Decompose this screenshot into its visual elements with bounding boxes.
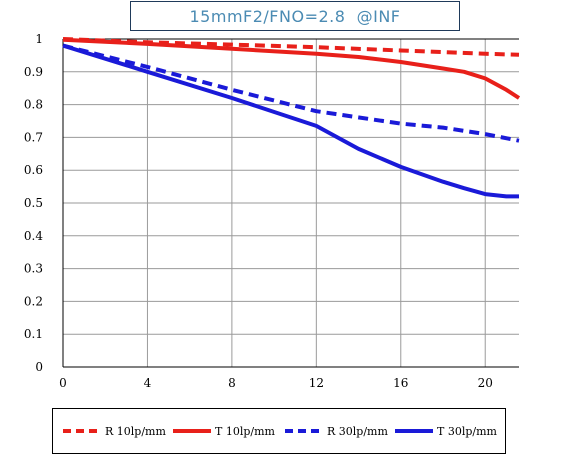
legend-label: T 10lp/mm xyxy=(215,424,275,438)
y-tick-label: 0 xyxy=(35,360,43,374)
series-line-2 xyxy=(62,37,521,100)
legend-swatch xyxy=(173,429,211,433)
legend-label: T 30lp/mm xyxy=(437,424,497,438)
y-tick-label: 0.8 xyxy=(24,98,43,112)
y-tick-label: 0.4 xyxy=(24,229,43,243)
legend-item: T 10lp/mm xyxy=(173,422,275,440)
y-tick-label: 0.3 xyxy=(24,262,43,276)
legend-swatch xyxy=(395,429,433,433)
legend-item: R 10lp/mm xyxy=(63,422,166,440)
chart-title-box: 15mmF2/FNO=2.8 @INF xyxy=(130,1,460,31)
chart-title: 15mmF2/FNO=2.8 @INF xyxy=(189,6,401,26)
x-tick-label: 16 xyxy=(393,376,408,390)
x-tick-label: 20 xyxy=(478,376,493,390)
x-tick-label: 4 xyxy=(144,376,152,390)
y-tick-label: 1 xyxy=(35,32,43,46)
legend: R 10lp/mm T 10lp/mm R 30lp/mm T 30lp/mm xyxy=(52,408,506,454)
legend-item: R 30lp/mm xyxy=(285,422,388,440)
y-tick-label: 0.1 xyxy=(24,327,43,341)
x-tick-label: 0 xyxy=(59,376,67,390)
y-tick-label: 0.9 xyxy=(24,65,43,79)
series-line-4 xyxy=(62,43,519,199)
legend-label: R 30lp/mm xyxy=(327,424,388,438)
y-tick-label: 0.7 xyxy=(24,130,43,144)
y-tick-label: 0.2 xyxy=(24,294,43,308)
x-tick-label: 8 xyxy=(228,376,236,390)
x-tick-label: 12 xyxy=(309,376,324,390)
y-tick-label: 0.5 xyxy=(24,196,43,210)
legend-label: R 10lp/mm xyxy=(105,424,166,438)
series-line-1 xyxy=(62,37,520,57)
legend-swatch xyxy=(63,429,101,433)
series-line-3 xyxy=(62,43,520,143)
legend-item: T 30lp/mm xyxy=(395,422,497,440)
y-tick-label: 0.6 xyxy=(24,163,43,177)
legend-swatch xyxy=(285,429,323,433)
mtf-chart: 0 0.1 0.2 0.3 0.4 0.5 0.6 0.7 0.8 0.9 1 0 4 8 12 16 20 xyxy=(24,32,521,390)
